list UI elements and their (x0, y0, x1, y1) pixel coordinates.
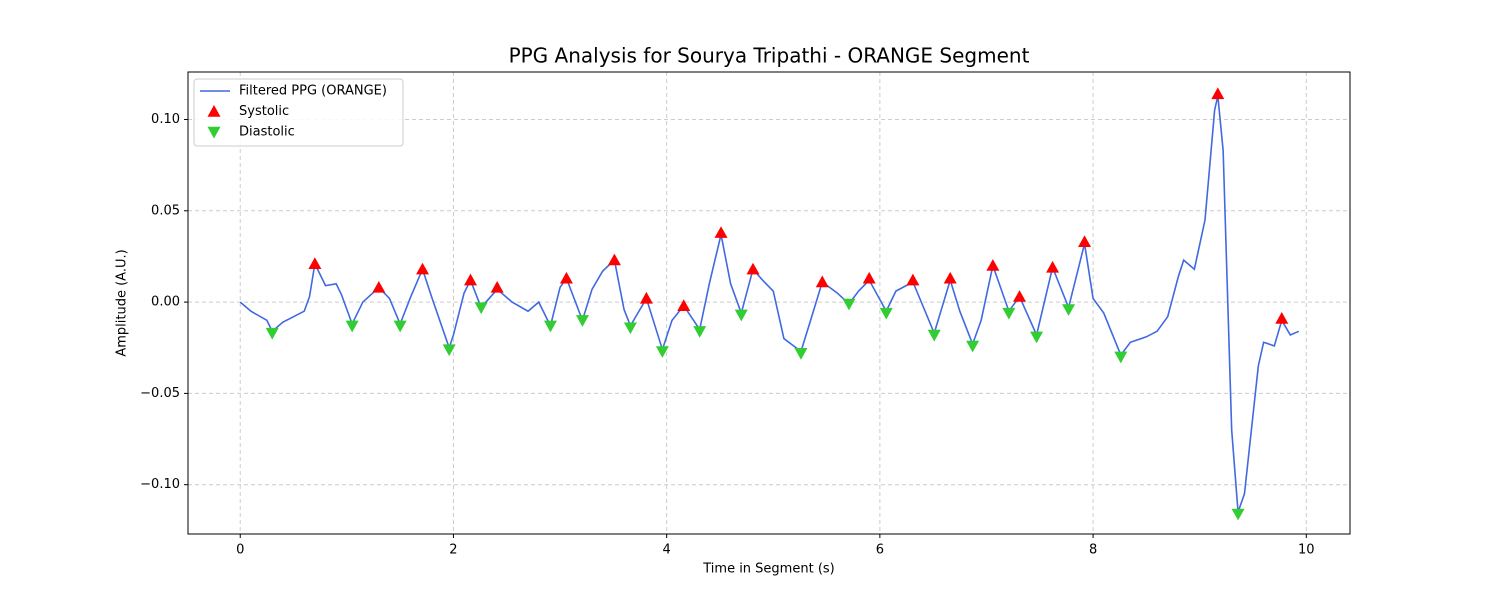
peak-marker (464, 273, 478, 286)
peak-marker (559, 271, 573, 284)
peak-marker (986, 259, 1000, 271)
legend-marker (207, 126, 221, 139)
peak-marker (308, 257, 322, 269)
peak-marker (1002, 307, 1016, 320)
peak-marker (639, 291, 653, 304)
peak-marker (575, 315, 589, 327)
peak-marker (927, 329, 941, 342)
peak-marker (879, 307, 893, 320)
legend-label: Diastolic (239, 125, 295, 140)
peak-marker (490, 280, 504, 293)
peak-marker (393, 320, 407, 333)
y-tick-label: −0.05 (140, 386, 180, 401)
x-tick-label: 0 (236, 543, 244, 558)
x-tick-label: 4 (663, 543, 671, 558)
peak-marker (372, 280, 386, 293)
peak-marker (265, 327, 279, 340)
peak-marker (1030, 331, 1044, 344)
peak-marker (416, 262, 430, 275)
y-axis-label: Amplitude (A.U.) (115, 249, 130, 356)
peak-marker (906, 273, 920, 286)
peak-marker (1231, 508, 1245, 521)
peak-marker (1062, 304, 1076, 316)
plot-frame (187, 71, 1351, 535)
peak-marker (966, 340, 980, 353)
legend: Filtered PPG (ORANGE) Systolic Diastolic (193, 78, 404, 147)
peak-marker (1114, 351, 1128, 364)
chart-title: PPG Analysis for Sourya Tripathi - ORANG… (509, 44, 1030, 68)
peak-marker (842, 298, 856, 311)
peak-marker (1211, 87, 1225, 100)
peak-marker (1046, 260, 1060, 273)
peak-marker (815, 275, 829, 288)
x-tick-label: 2 (449, 543, 457, 558)
x-tick-label: 6 (876, 543, 884, 558)
x-axis-label: Time in Segment (s) (702, 562, 834, 577)
peak-marker (677, 299, 691, 311)
peak-marker (734, 309, 748, 322)
peak-marker (746, 262, 760, 275)
peak-marker (543, 320, 557, 333)
legend-box (193, 78, 404, 147)
y-tick-label: 0.10 (151, 112, 180, 127)
peak-marker (623, 322, 637, 335)
x-tick-label: 10 (1298, 543, 1315, 558)
peak-marker (345, 320, 359, 333)
legend-label: Systolic (239, 104, 289, 119)
peak-marker (794, 348, 808, 360)
peak-marker (474, 302, 488, 315)
peak-marker (607, 253, 621, 266)
y-tick-label: 0.05 (151, 203, 180, 218)
x-tick-label: 8 (1089, 543, 1097, 558)
peak-marker (655, 346, 669, 358)
peak-marker (714, 226, 728, 238)
ppg-line (239, 95, 1300, 513)
peak-marker (862, 271, 876, 284)
legend-label: Filtered PPG (ORANGE) (239, 84, 387, 99)
peak-marker (693, 326, 707, 338)
peak-marker (943, 271, 957, 284)
peak-marker (442, 344, 456, 357)
peak-marker (1078, 235, 1092, 248)
y-tick-label: 0.00 (151, 295, 180, 310)
peak-marker (1275, 312, 1289, 324)
peak-marker (1013, 290, 1027, 302)
y-tick-label: −0.10 (140, 477, 180, 492)
legend-marker (207, 105, 221, 117)
